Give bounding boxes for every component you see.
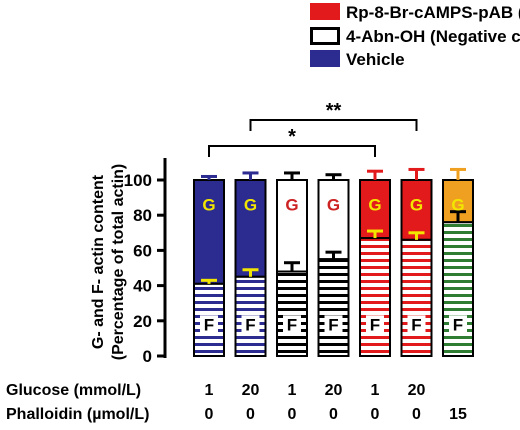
condition-row-1: Glucose (mmol/L) 1 20 1 20 1 20	[6, 382, 426, 399]
bar-5-f-label: F	[370, 315, 380, 334]
bar-6-g-label: G	[410, 196, 423, 215]
bar-1-f-label: F	[204, 315, 214, 334]
bar-7-f-actin-segment	[442, 221, 474, 357]
bar-3-g-actin-segment	[276, 179, 308, 273]
significance-brackets: ***	[208, 100, 418, 157]
bar-6: GF	[400, 167, 433, 357]
bar-3-f-actin-segment	[276, 270, 308, 357]
bar-5: GF	[359, 169, 391, 357]
y-axis-title-line2: (Percentage of total actin)	[110, 164, 127, 360]
legend-swatch-antagonist	[310, 3, 340, 20]
significance-bracket-line-2	[249, 119, 418, 131]
bar-4-g-actin-segment	[317, 179, 350, 261]
bar-3-f-label: F	[287, 315, 297, 334]
condition-label-2: Phalloidin (µmol/L)	[6, 406, 149, 423]
condition-1-value-2: 20	[242, 382, 260, 399]
y-tick-label-80: 80	[133, 206, 152, 225]
y-tick-label-60: 60	[133, 241, 152, 260]
bar-4-g-label: G	[327, 196, 340, 215]
bar-2-f-label: F	[245, 315, 255, 334]
condition-1-value-1: 1	[205, 382, 214, 399]
condition-2-value-1: 0	[205, 406, 214, 423]
bar-6-f-label-bg	[407, 315, 426, 334]
bar-5-f-actin-segment	[359, 237, 391, 357]
bar-5-g-label: G	[368, 196, 381, 215]
condition-2-value-2: 0	[246, 406, 255, 423]
y-tick-label-40: 40	[133, 277, 152, 296]
bar-5-f-label-bg	[366, 315, 384, 334]
axes: 0 20 40 60 80 100	[124, 158, 167, 366]
significance-label-2: **	[326, 100, 342, 122]
condition-2-value-7: 15	[449, 406, 467, 423]
bar-2-g-actin-segment	[234, 179, 267, 278]
significance-bracket-1: *	[208, 126, 376, 157]
legend-label-vehicle: Vehicle	[346, 50, 405, 69]
bar-7-f-label-bg	[449, 315, 467, 334]
y-tick-label-100: 100	[124, 171, 152, 190]
legend-swatch-vehicle	[310, 50, 340, 67]
bar-1-g-label: G	[202, 196, 215, 215]
legend: Rp-8-Br-cAMPS-pAB (Antagonist) 4-Abn-OH …	[310, 3, 520, 69]
bar-7-f-label: F	[453, 315, 463, 334]
bar-6-f-label: F	[411, 315, 421, 334]
legend-label-antagonist: Rp-8-Br-cAMPS-pAB (Antagonist)	[346, 3, 520, 22]
bar-4-f-label-bg	[324, 315, 343, 334]
bar-2: GF	[234, 171, 267, 357]
condition-1-value-5: 1	[371, 382, 380, 399]
legend-swatch-negative-control	[310, 27, 340, 45]
bar-1: GF	[193, 174, 225, 357]
bar-7-g-label: G	[451, 196, 464, 215]
condition-table: Glucose (mmol/L) 1 20 1 20 1 20 Phalloidin (µmo…	[6, 382, 467, 423]
bar-2-f-label-bg	[241, 315, 260, 334]
y-tick-label-0: 0	[143, 347, 152, 366]
significance-label-1: *	[288, 126, 296, 148]
y-axis-title-line1: G- and F- actin content	[90, 174, 107, 349]
bar-3: GF	[276, 171, 308, 357]
bar-4-f-label: F	[328, 315, 338, 334]
condition-1-value-3: 1	[288, 382, 297, 399]
significance-bracket-line-1	[208, 145, 376, 157]
condition-1-value-4: 20	[325, 382, 343, 399]
bar-4-f-actin-segment	[317, 258, 350, 358]
significance-bracket-2: **	[249, 100, 418, 131]
condition-label-1: Glucose (mmol/L)	[6, 382, 141, 399]
legend-label-negative-control: 4-Abn-OH (Negative control)	[346, 27, 520, 46]
bar-3-g-label: G	[285, 196, 298, 215]
condition-2-value-5: 0	[371, 406, 380, 423]
condition-row-2: Phalloidin (µmol/L) 0 0 0 0 0 0 15	[6, 406, 467, 423]
bar-2-g-label: G	[244, 196, 257, 215]
bar-3-f-label-bg	[283, 315, 301, 334]
condition-1-value-6: 20	[408, 382, 426, 399]
legend-entry-vehicle: Vehicle	[310, 50, 405, 69]
condition-2-value-6: 0	[412, 406, 421, 423]
bar-7: GF	[442, 167, 474, 357]
bar-4: GF	[317, 173, 350, 358]
legend-entry-antagonist: Rp-8-Br-cAMPS-pAB (Antagonist)	[310, 3, 520, 22]
legend-entry-negative-control: 4-Abn-OH (Negative control)	[310, 27, 520, 46]
bar-1-f-label-bg	[200, 315, 218, 334]
y-tick-label-20: 20	[133, 312, 152, 331]
condition-2-value-3: 0	[288, 406, 297, 423]
bar-6-f-actin-segment	[400, 238, 433, 357]
condition-2-value-4: 0	[329, 406, 338, 423]
